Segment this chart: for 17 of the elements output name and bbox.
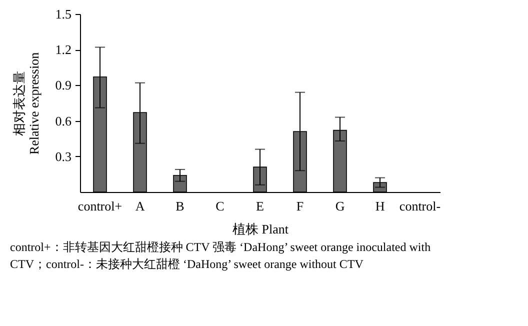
- text: control+：非转基因大红甜橙接种 CTV 强毒 ‘DaHong’ sweet orange inoculated with CTV；control-：未接种大红甜橙 ‘DaHong’ sweet orange without CTV: [10, 240, 431, 271]
- y-tick-label: 0.6: [55, 113, 72, 128]
- x-tick-label: C: [216, 198, 224, 214]
- x-tick-label: control-: [399, 198, 441, 214]
- y-tick-label: 1.2: [55, 42, 72, 58]
- x-tick-label: A: [135, 198, 146, 214]
- y-tick-label: 0.3: [55, 148, 72, 164]
- x-tick-label: F: [296, 198, 304, 214]
- y-tick-label: 1.5: [55, 6, 72, 22]
- x-axis-title: 植株 Plant: [232, 222, 289, 236]
- x-tick-label: E: [256, 198, 264, 214]
- x-tick-label: H: [375, 198, 385, 214]
- y-axis-title: 相对表达量 Relative expression: [11, 52, 42, 155]
- x-tick-label: control+: [78, 198, 122, 214]
- y-tick-label: 0.9: [55, 78, 72, 93]
- x-tick-label: G: [335, 198, 345, 214]
- x-tick-label: B: [176, 198, 185, 214]
